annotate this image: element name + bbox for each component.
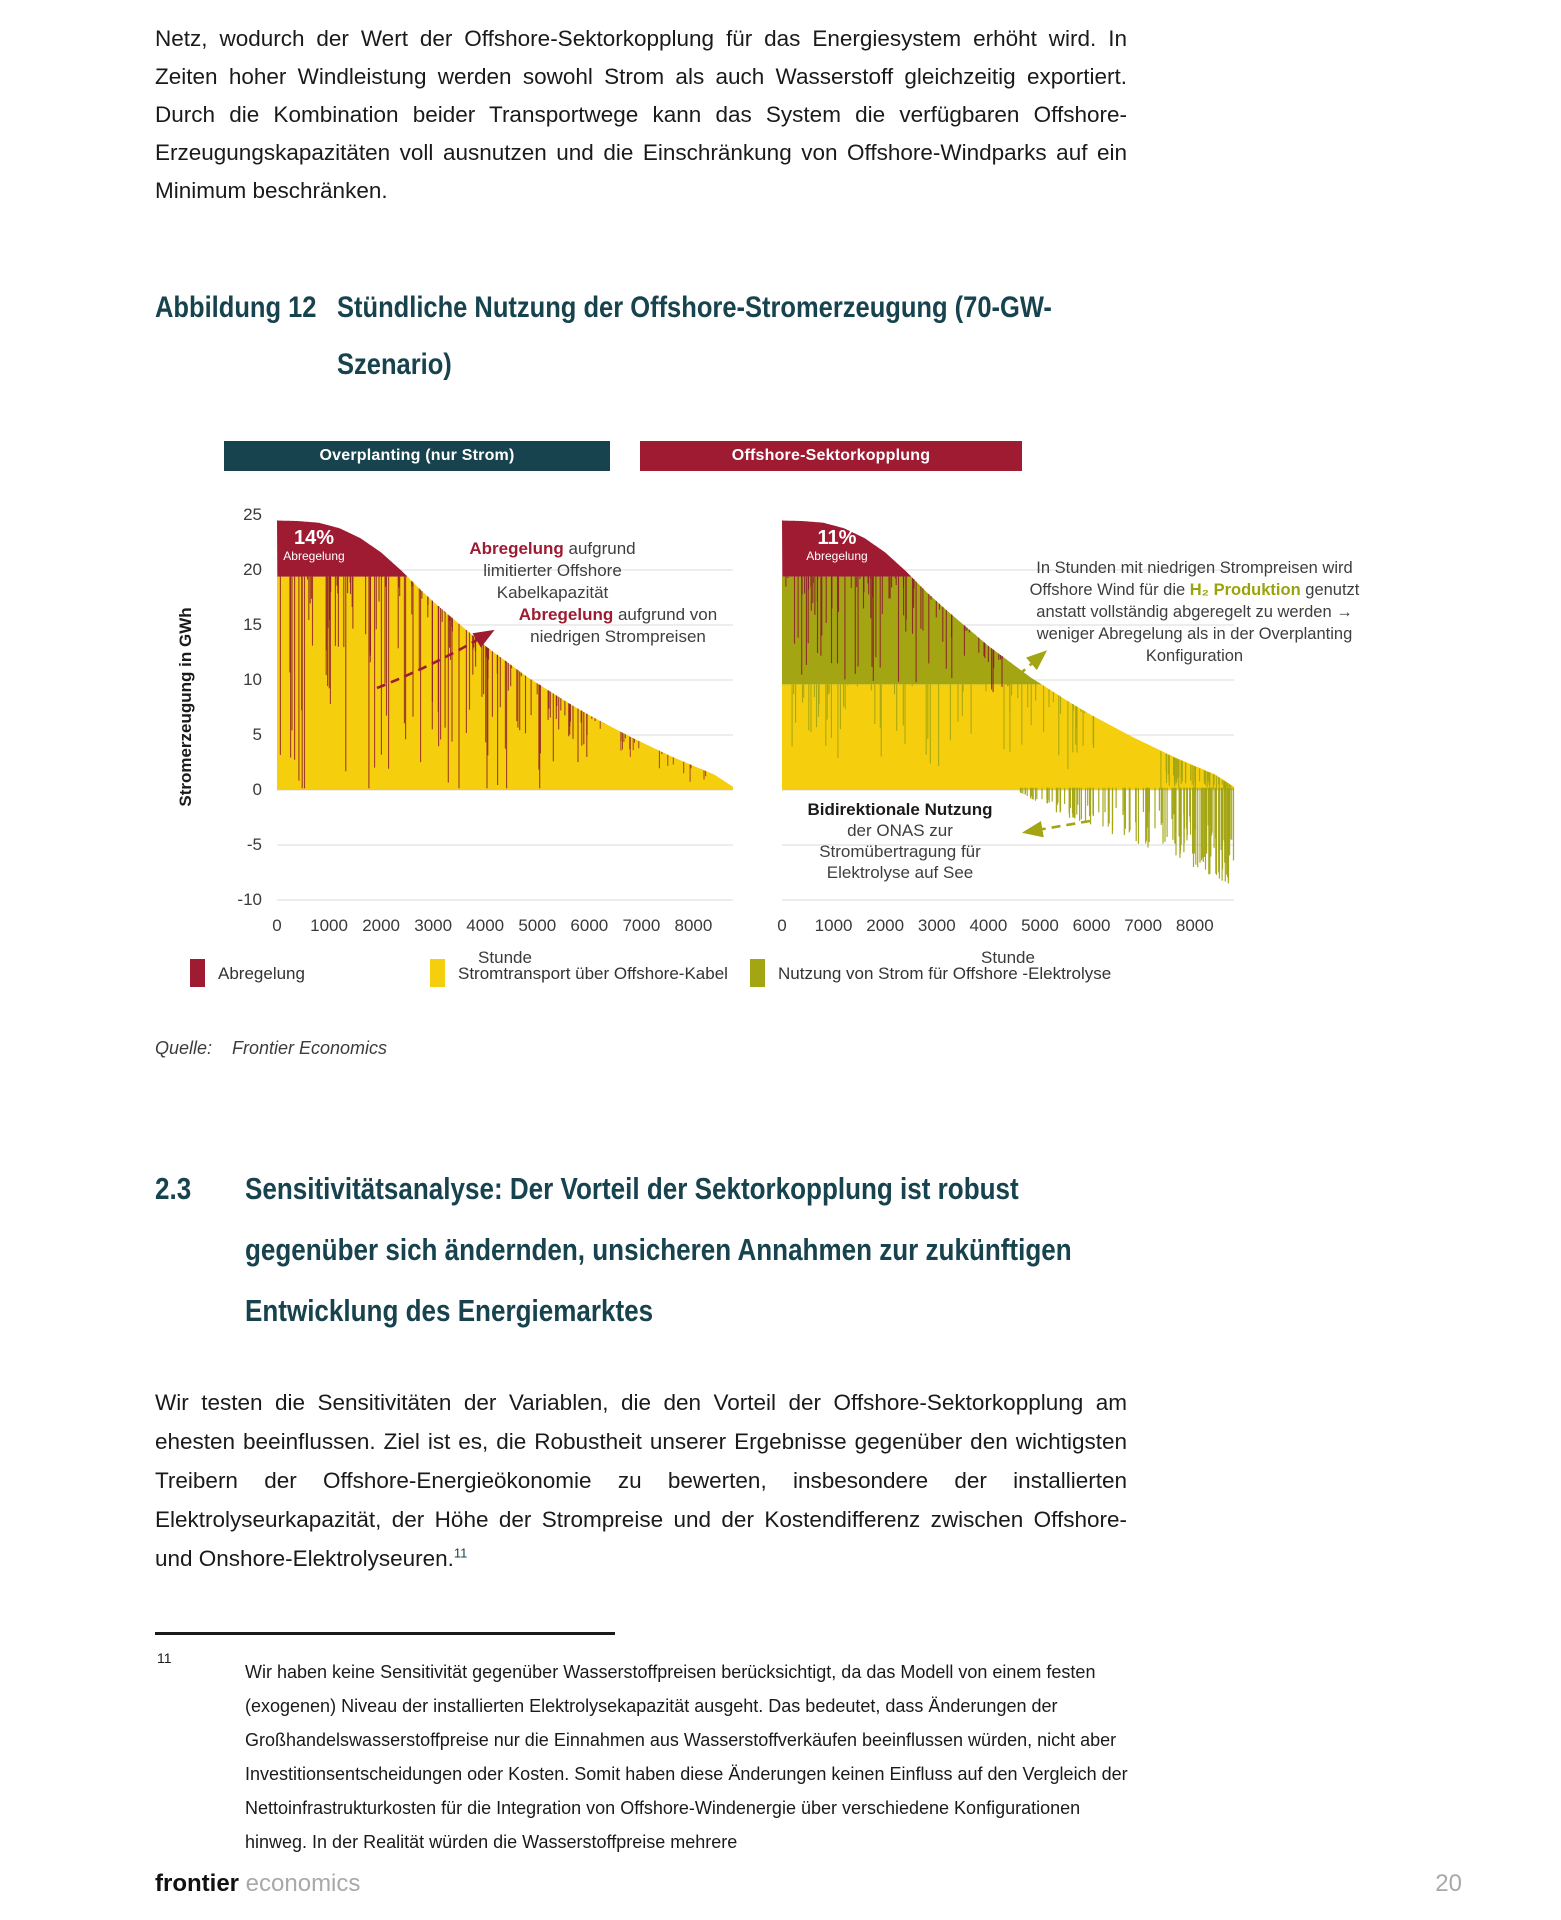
footnote-text: Wir haben keine Sensitivität gegenüber W… [245,1662,1128,1852]
share-label-sektorkopplung: 11% Abregelung [789,528,885,564]
section-number: 2.3 [155,1172,198,1206]
footer-brand-frontier: frontier [155,1870,239,1897]
figure-source-value: Frontier Economics [232,1038,388,1058]
x-tick: 2000 [866,916,905,935]
annotation-cable: Abregelung aufgrund limitierter Offshore K… [469,539,636,602]
footnote-separator [155,1632,615,1635]
x-tick: 0 [272,916,282,935]
chart-sektorkopplung [782,520,1235,901]
x-tick: 1000 [310,916,348,935]
usage-spikes [785,576,1235,884]
paragraph-body: Wir testen die Sensitivitäten der Variab… [155,1383,1127,1578]
section-title-line3: Entwicklung des Energiemarktes [245,1293,654,1328]
legend-swatch [430,959,445,987]
x-axis-label-left: Stunde [478,948,532,967]
paragraph-body-text: Wir testen die Sensitivitäten der Variab… [155,1390,1127,1571]
panel-header-sektorkopplung: Offshore-Sektorkopplung [640,441,1022,471]
x-tick: 3000 [917,916,956,935]
figure-title-line1: Stündliche Nutzung der Offshore-Stromerz… [337,291,1052,324]
legend-swatch [750,959,765,987]
footer-brand-economics: economics [245,1870,361,1897]
page-number: 20 [1435,1870,1462,1897]
y-tick: -5 [246,835,262,854]
x-axis-label-right: Stunde [981,948,1035,967]
y-tick: 20 [243,560,262,579]
share-label-overplanting: 14% Abregelung [266,528,362,564]
x-tick: 4000 [466,916,505,935]
share-caption: Abregelung [806,549,868,563]
y-tick: 25 [243,505,262,524]
x-tick: 4000 [969,916,1008,935]
y-tick: 15 [243,615,262,634]
y-tick: -10 [237,890,262,909]
y-tick: 10 [243,670,262,689]
x-tick: 3000 [414,916,453,935]
footnote-reference: 11 [453,1545,468,1561]
share-caption: Abregelung [283,549,345,563]
x-tick: 8000 [674,916,713,935]
x-tick: 2000 [362,916,401,935]
figure-source-label: Quelle: [155,1038,213,1058]
x-tick: 0 [777,916,787,935]
annotation-h2: In Stunden mit niedrigen Strompreisen wi… [1029,559,1360,665]
share-percent: 11% [817,527,857,549]
section-number-text: 2.3 [155,1171,192,1206]
chart-overplanting [277,520,733,901]
annotation-price: Abregelung aufgrund von niedrigen Strompr… [518,605,718,646]
footnote-number: 11 [157,1650,172,1666]
x-tick: 5000 [1021,916,1059,935]
panel-header-overplanting: Overplanting (nur Strom) [224,441,610,471]
footer-brand: frontier economics [155,1870,360,1898]
annotation-bidi: Bidirektionale Nutzung der ONAS zur Stromü… [807,800,993,882]
y-tick: 5 [252,725,262,744]
share-percent: 14% [293,527,335,549]
area-cable-transport [782,684,1234,790]
x-tick: 8000 [1175,916,1214,935]
legend-swatch [190,959,205,987]
x-tick: 6000 [570,916,609,935]
legend-label: Stromtransport über Offshore-Kabel [458,964,728,983]
legend-label: Abregelung [218,964,305,983]
figure-label-text: Abbildung 12 [155,291,317,324]
section-title-line2: gegenüber sich ändernden, unsicheren Ann… [245,1232,1072,1267]
y-tick: 0 [252,780,262,799]
section-title: Sensitivitätsanalyse: Der Vorteil der Se… [245,1172,1229,1328]
x-tick: 7000 [622,916,661,935]
x-tick: 1000 [814,916,853,935]
x-tick: 6000 [1072,916,1111,935]
paragraph-intro: Netz, wodurch der Wert der Offshore-Sekt… [155,26,1127,203]
h2-production-arrow [1006,650,1048,686]
price-curtailment-arrow [376,629,495,690]
area-curtailment [782,520,912,577]
area-curtailment [277,520,408,577]
curtailment-spikes [279,576,707,789]
legend-label: Nutzung von Strom für Offshore -Elektrol… [778,964,1112,983]
figure-title: Stündliche Nutzung der Offshore-Stromerz… [337,291,1178,381]
bidirectional-arrow [1021,819,1091,838]
figure-title-line2: Szenario) [337,348,452,381]
x-tick: 5000 [518,916,557,935]
y-axis-label: Stromerzeugung in GWh [176,607,195,807]
x-tick: 7000 [1124,916,1163,935]
figure-label: Abbildung 12 [155,291,345,324]
section-title-line1: Sensitivitätsanalyse: Der Vorteil der Se… [245,1171,1019,1206]
